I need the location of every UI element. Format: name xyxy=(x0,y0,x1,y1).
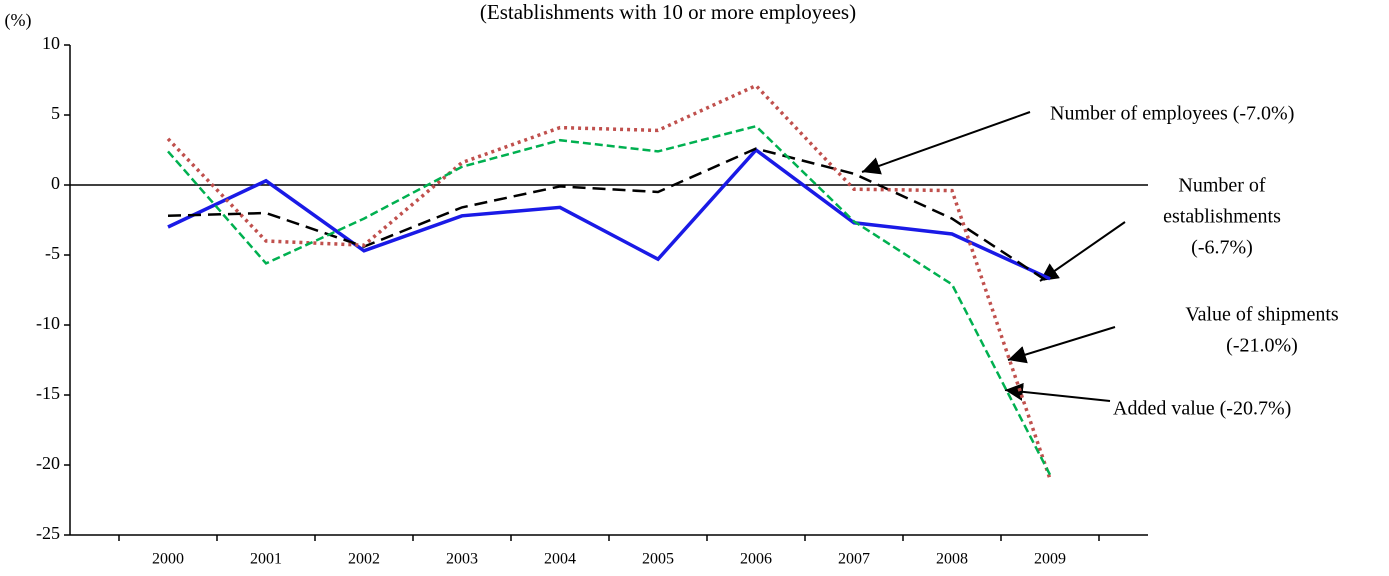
x-tick-label: 2000 xyxy=(152,551,184,568)
annotation: Number of employees (-7.0%) xyxy=(1050,103,1294,125)
series-line xyxy=(166,83,1052,480)
arrow xyxy=(861,111,1031,175)
x-tick-label: 2006 xyxy=(740,551,772,568)
annotation: Number of xyxy=(1178,175,1266,197)
x-tick-label: 2003 xyxy=(446,551,478,568)
arrow xyxy=(1039,221,1126,282)
x-tick-label: 2001 xyxy=(250,551,282,568)
y-unit: (%) xyxy=(5,10,32,31)
annotation: (-21.0%) xyxy=(1226,335,1298,357)
arrow xyxy=(1007,326,1116,364)
annotation: (-6.7%) xyxy=(1191,237,1253,259)
y-tick-label: 0 xyxy=(51,173,60,193)
x-tick-label: 2008 xyxy=(936,551,968,568)
annotation: Added value (-20.7%) xyxy=(1113,398,1291,420)
series-line xyxy=(167,147,1051,285)
y-tick-label: -5 xyxy=(45,243,60,263)
series-line xyxy=(167,147,1051,281)
x-tick-label: 2004 xyxy=(544,551,576,568)
x-tick-label: 2009 xyxy=(1034,551,1066,568)
y-tick-label: 5 xyxy=(51,103,60,123)
annotation: establishments xyxy=(1163,206,1281,228)
x-tick-label: 2002 xyxy=(348,551,380,568)
annotation-arrows xyxy=(861,111,1126,402)
series-line xyxy=(167,124,1052,476)
y-tick-label: -20 xyxy=(36,453,60,473)
chart-title: (Establishments with 10 or more employee… xyxy=(480,0,856,24)
x-tick-label: 2005 xyxy=(642,551,674,568)
y-tick-label: 10 xyxy=(42,33,60,53)
x-tick-label: 2007 xyxy=(838,551,870,568)
y-tick-label: -15 xyxy=(36,383,60,403)
y-tick-label: -10 xyxy=(36,313,60,333)
annotation: Value of shipments xyxy=(1185,304,1339,326)
y-tick-label: -25 xyxy=(36,523,60,543)
arrow xyxy=(1004,382,1111,402)
